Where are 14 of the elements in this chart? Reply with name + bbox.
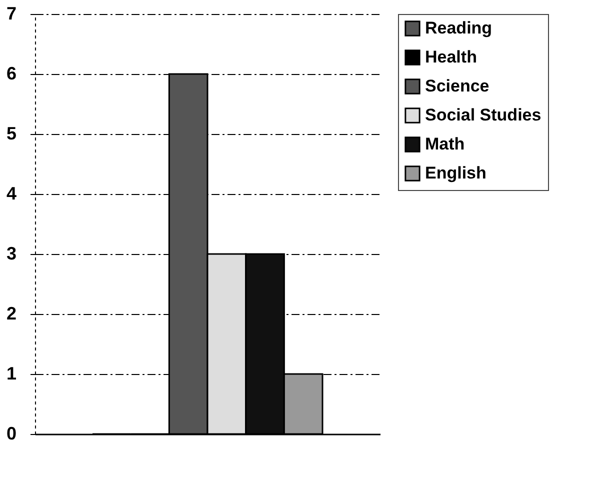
y-tick-label: 2 [6,304,16,324]
legend-label: Reading [425,18,492,38]
y-tick-label: 1 [6,364,16,384]
legend-label: Math [425,134,465,154]
y-tick-label: 4 [6,184,16,204]
y-tick-label: 0 [6,424,16,444]
legend-label: Social Studies [425,106,542,124]
y-tick-label: 6 [6,64,16,84]
y-tick-label: 5 [6,124,16,144]
y-tick-label: 3 [6,244,16,264]
y-tick-label: 7 [6,4,16,24]
legend-label: Science [425,76,490,96]
legend-label: English [425,164,486,182]
legend-label: Health [425,48,477,66]
